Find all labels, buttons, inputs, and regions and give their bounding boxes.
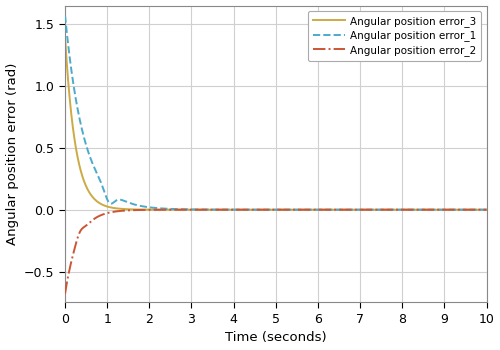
- Angular position error_1: [80, 130, 86, 134]
- Line: Angular position error_1: Angular position error_1: [65, 15, 486, 210]
- Angular position error_3: [461, 208, 467, 212]
- Angular position error_2: [80, 226, 86, 230]
- Angular position error_2: [461, 208, 467, 212]
- Angular position error_3: [64, 63, 70, 67]
- Angular position error_2: [64, 280, 70, 285]
- Angular position error_2: [62, 292, 68, 296]
- Angular position error_3: [87, 192, 93, 196]
- Angular position error_1: [268, 208, 274, 212]
- Angular position error_3: [62, 34, 68, 38]
- Line: Angular position error_2: Angular position error_2: [65, 210, 486, 294]
- Angular position error_3: [268, 208, 274, 212]
- Angular position error_1: [144, 205, 150, 209]
- Angular position error_1: [461, 208, 467, 212]
- Angular position error_3: [144, 208, 150, 212]
- Angular position error_3: [484, 208, 490, 212]
- Angular position error_2: [144, 208, 150, 212]
- Angular position error_1: [62, 13, 68, 18]
- Angular position error_2: [87, 220, 93, 224]
- Angular position error_1: [484, 208, 490, 212]
- Angular position error_1: [64, 32, 70, 36]
- Angular position error_1: [87, 155, 93, 160]
- X-axis label: Time (seconds): Time (seconds): [225, 331, 326, 344]
- Angular position error_2: [484, 208, 490, 212]
- Y-axis label: Angular position error (rad): Angular position error (rad): [6, 63, 18, 245]
- Angular position error_2: [268, 208, 274, 212]
- Legend: Angular position error_3, Angular position error_1, Angular position error_2: Angular position error_3, Angular positi…: [308, 11, 482, 61]
- Line: Angular position error_3: Angular position error_3: [65, 36, 486, 210]
- Angular position error_3: [80, 175, 86, 179]
